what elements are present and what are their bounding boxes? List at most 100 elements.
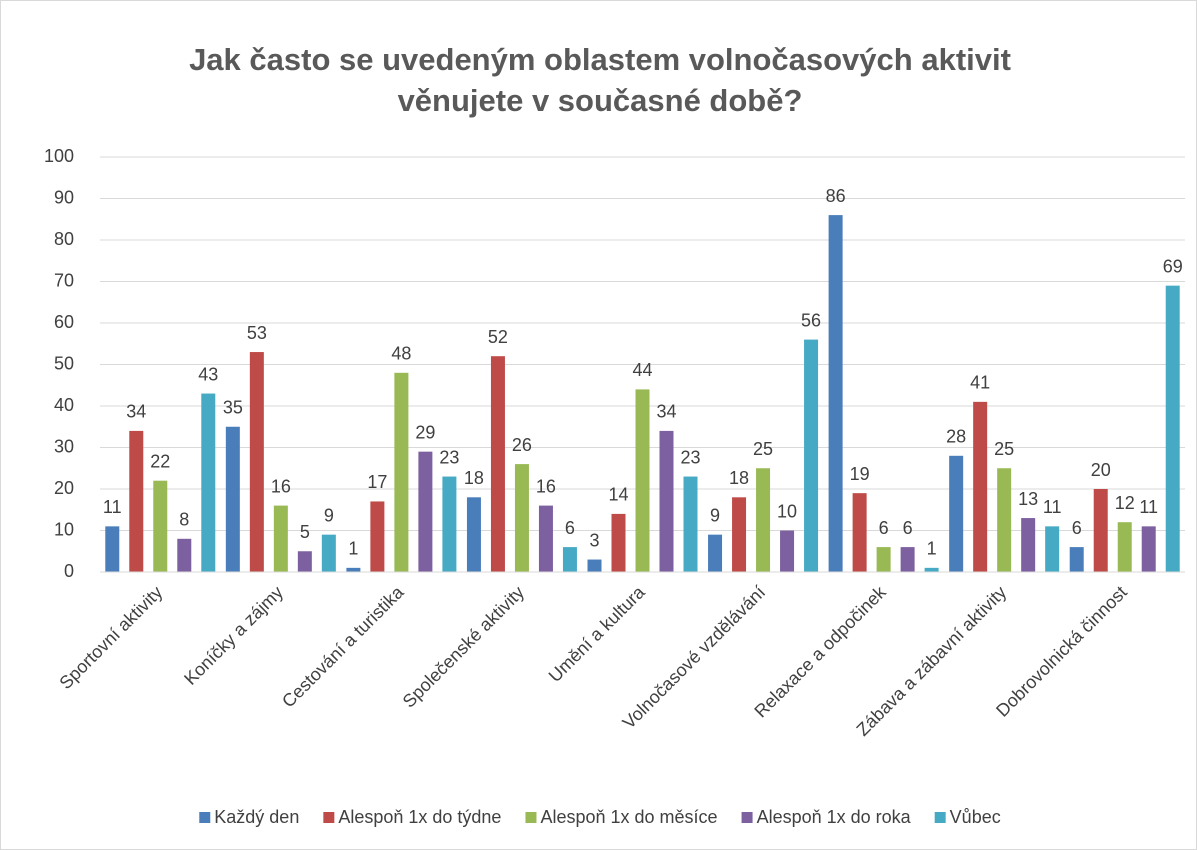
legend-label: Alespoň 1x do týdne bbox=[338, 807, 501, 827]
bar bbox=[732, 497, 747, 572]
data-label: 11 bbox=[103, 497, 122, 517]
data-label: 20 bbox=[1091, 460, 1111, 480]
data-label: 5 bbox=[300, 522, 310, 542]
bar bbox=[900, 547, 915, 572]
data-label: 11 bbox=[1043, 497, 1062, 517]
data-label: 18 bbox=[729, 468, 749, 488]
bar bbox=[852, 493, 867, 572]
bar bbox=[225, 426, 240, 572]
legend-swatch bbox=[323, 812, 335, 823]
data-label: 14 bbox=[608, 485, 628, 505]
bar bbox=[1069, 547, 1084, 572]
bar bbox=[370, 501, 385, 572]
data-label: 52 bbox=[488, 327, 508, 347]
bar bbox=[538, 505, 553, 572]
legend-label: Každý den bbox=[214, 807, 299, 827]
bar bbox=[562, 547, 577, 572]
data-label: 34 bbox=[126, 402, 146, 422]
data-label: 48 bbox=[391, 344, 411, 364]
legend-label: Vůbec bbox=[950, 807, 1001, 827]
data-label: 1 bbox=[927, 539, 937, 559]
bar bbox=[490, 356, 505, 572]
data-label: 9 bbox=[710, 505, 720, 525]
data-label: 11 bbox=[1139, 497, 1158, 517]
data-label: 86 bbox=[826, 186, 846, 206]
data-label: 23 bbox=[439, 447, 459, 467]
bar bbox=[587, 559, 602, 572]
data-label: 53 bbox=[247, 323, 267, 343]
data-label: 8 bbox=[179, 510, 189, 530]
legend-swatch bbox=[199, 812, 211, 823]
data-label: 25 bbox=[994, 439, 1014, 459]
bar bbox=[1021, 518, 1036, 572]
legend-label: Alespoň 1x do měsíce bbox=[540, 807, 717, 827]
bar bbox=[611, 513, 626, 572]
data-label: 26 bbox=[512, 435, 532, 455]
data-label: 19 bbox=[850, 464, 870, 484]
data-label: 56 bbox=[801, 310, 821, 330]
y-tick-label: 60 bbox=[54, 312, 74, 332]
y-tick-label: 80 bbox=[54, 229, 74, 249]
data-label: 6 bbox=[1072, 518, 1082, 538]
data-label: 16 bbox=[536, 476, 556, 496]
data-label: 34 bbox=[656, 402, 676, 422]
bar bbox=[756, 468, 771, 572]
legend-swatch bbox=[741, 812, 753, 823]
bar bbox=[442, 476, 457, 572]
chart-title: věnujete v současné době? bbox=[398, 83, 803, 118]
bar bbox=[1117, 522, 1132, 572]
bar bbox=[1045, 526, 1060, 572]
bar bbox=[249, 352, 264, 572]
y-tick-label: 30 bbox=[54, 436, 74, 456]
data-label: 17 bbox=[367, 472, 387, 492]
data-label: 69 bbox=[1163, 256, 1183, 276]
bar bbox=[1093, 489, 1108, 572]
bar bbox=[876, 547, 891, 572]
bar bbox=[394, 372, 409, 572]
bar bbox=[346, 567, 361, 572]
data-label: 9 bbox=[324, 505, 334, 525]
data-label: 23 bbox=[680, 447, 700, 467]
bar bbox=[635, 389, 650, 572]
data-label: 1 bbox=[348, 539, 358, 559]
y-tick-label: 90 bbox=[54, 187, 74, 207]
bar bbox=[1165, 285, 1180, 572]
bar bbox=[105, 526, 120, 572]
bar bbox=[708, 534, 723, 572]
bar bbox=[321, 534, 336, 572]
bar bbox=[683, 476, 698, 572]
data-label: 43 bbox=[198, 364, 218, 384]
bar bbox=[273, 505, 288, 572]
chart-title: Jak často se uvedeným oblastem volnočaso… bbox=[189, 42, 1011, 77]
data-label: 44 bbox=[632, 360, 652, 380]
bar bbox=[973, 401, 988, 572]
data-label: 13 bbox=[1018, 489, 1038, 509]
data-label: 28 bbox=[946, 427, 966, 447]
data-label: 12 bbox=[1115, 493, 1135, 513]
data-label: 6 bbox=[879, 518, 889, 538]
y-tick-label: 0 bbox=[64, 561, 74, 581]
bar bbox=[129, 430, 144, 572]
y-tick-label: 50 bbox=[54, 353, 74, 373]
y-tick-label: 40 bbox=[54, 395, 74, 415]
bar bbox=[924, 567, 939, 572]
bar bbox=[780, 530, 795, 572]
data-label: 10 bbox=[777, 501, 797, 521]
y-tick-label: 10 bbox=[54, 519, 74, 539]
y-tick-label: 100 bbox=[44, 146, 74, 166]
bar bbox=[514, 464, 529, 572]
data-label: 29 bbox=[415, 422, 435, 442]
bar bbox=[418, 451, 433, 572]
bar bbox=[804, 339, 819, 572]
data-label: 25 bbox=[753, 439, 773, 459]
bar bbox=[828, 215, 843, 572]
bar bbox=[659, 430, 674, 572]
bar bbox=[997, 468, 1012, 572]
data-label: 22 bbox=[150, 451, 170, 471]
legend-swatch bbox=[934, 812, 946, 823]
legend-label: Alespoň 1x do roka bbox=[757, 807, 912, 827]
bar bbox=[201, 393, 216, 572]
bar bbox=[177, 538, 192, 572]
